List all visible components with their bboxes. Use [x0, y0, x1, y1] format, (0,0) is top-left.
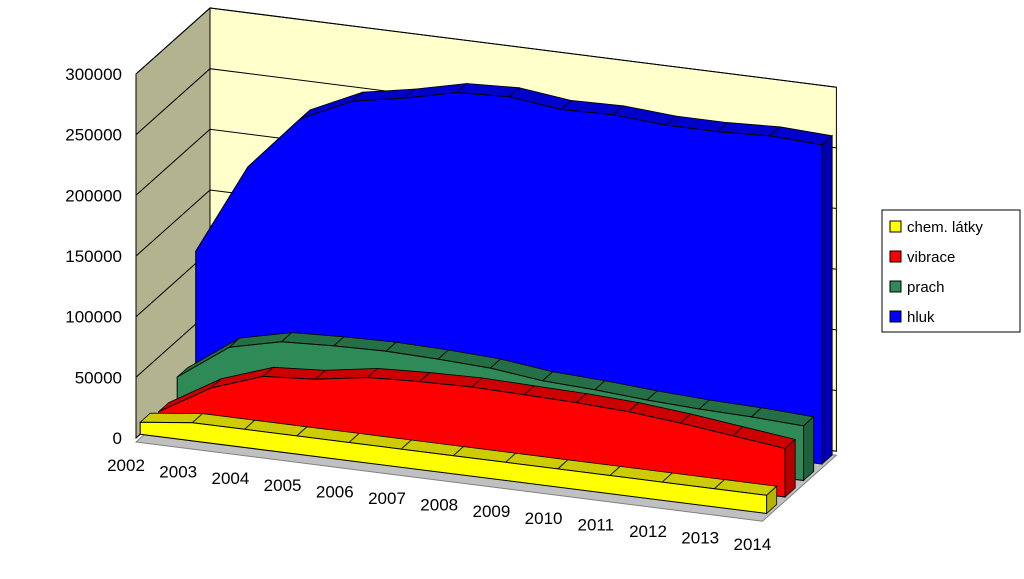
x-tick-label: 2010: [525, 509, 563, 528]
series-area: [139, 421, 768, 515]
series-layer: [139, 82, 834, 515]
x-tick-label: 2007: [368, 489, 406, 508]
legend-label-prach: prach: [907, 279, 945, 296]
x-tick-label: 2013: [681, 529, 719, 548]
x-tick-label: 2004: [211, 469, 249, 488]
y-tick-label: 200000: [65, 186, 122, 205]
x-tick-label: 2014: [733, 535, 771, 554]
x-tick-label: 2009: [472, 502, 510, 521]
y-tick-label: 100000: [65, 308, 122, 327]
legend-item-vibrace: vibrace: [889, 249, 955, 266]
series-end-cap: [784, 438, 796, 498]
series-end-cap: [803, 415, 815, 482]
gridline: [135, 7, 837, 88]
legend-item-hluk: hluk: [889, 309, 935, 326]
series-area: [158, 375, 786, 498]
legend-swatch-hluk: [889, 310, 902, 323]
x-tick-label: 2005: [264, 476, 302, 495]
legend-label-vibrace: vibrace: [907, 249, 955, 266]
legend-swatch-chem: [889, 220, 902, 233]
x-tick-label: 2006: [316, 482, 354, 501]
y-axis: 0 50000 100000 150000 200000 250000 300000: [65, 65, 122, 448]
series-end-cap: [821, 134, 833, 465]
legend-item-prach: prach: [889, 279, 945, 296]
y-tick-label: 150000: [65, 247, 122, 266]
legend-item-chem: chem. látky: [889, 219, 983, 236]
x-tick-label: 2002: [107, 456, 145, 475]
series-chem-l-tky: [139, 412, 778, 515]
y-tick-label: 0: [113, 429, 122, 448]
legend-swatch-prach: [889, 280, 902, 293]
legend-label-hluk: hluk: [907, 309, 935, 326]
y-tick-label: 250000: [65, 126, 122, 145]
x-tick-label: 2012: [629, 522, 667, 541]
series-top-segment: [139, 412, 204, 424]
legend-box: [881, 209, 1021, 333]
x-tick-label: 2003: [159, 463, 197, 482]
legend-label-chem: chem. látky: [907, 219, 983, 236]
legend-swatch-vibrace: [889, 250, 902, 263]
x-tick-label: 2011: [578, 515, 615, 534]
y-tick-label: 300000: [65, 65, 122, 84]
x-tick-label: 2008: [420, 496, 458, 515]
legend: chem. látky vibrace prach hluk: [881, 209, 1021, 333]
x-axis: 2002 2003 2004 2005 2006 2007 2008 2009 2010 2011…: [107, 456, 771, 554]
y-tick-label: 50000: [75, 368, 122, 387]
series-vibrace: [158, 366, 797, 498]
